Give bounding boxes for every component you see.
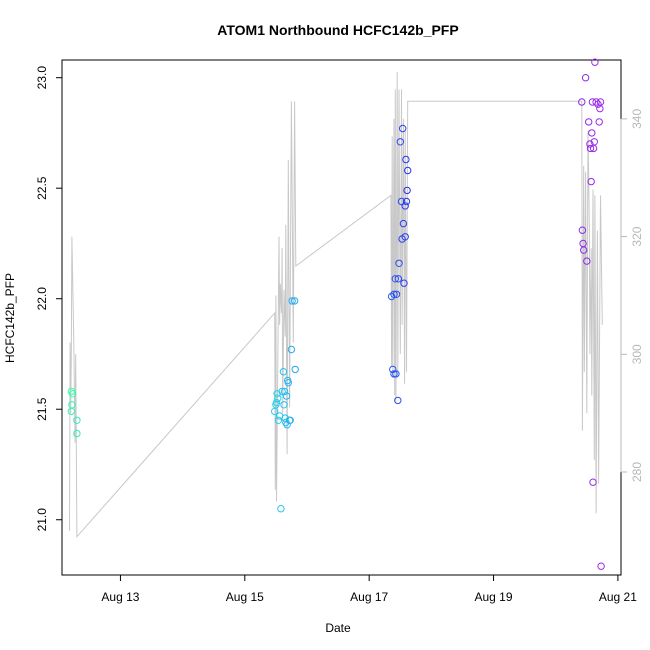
data-point: [591, 58, 599, 66]
data-point: [288, 297, 296, 305]
data-point: [592, 98, 600, 106]
data-point: [68, 390, 77, 398]
data-point: [394, 396, 402, 405]
y-tick-label: 22.0: [35, 287, 49, 311]
x-tick-label: Aug 15: [226, 590, 264, 604]
data-point: [400, 279, 408, 287]
x-axis-label: Date: [325, 621, 351, 635]
y2-tick-label: 320: [630, 226, 644, 246]
data-point: [286, 416, 294, 424]
data-point: [284, 379, 292, 387]
points-layer: [67, 58, 605, 570]
data-point: [585, 118, 593, 126]
data-point: [399, 124, 407, 133]
data-point: [581, 74, 590, 82]
y-tick-label: 21.5: [35, 397, 49, 421]
data-point: [280, 401, 288, 409]
data-point: [280, 387, 289, 396]
data-point: [404, 166, 412, 175]
x-tick-label: Aug 17: [350, 590, 388, 604]
data-point: [583, 257, 591, 265]
data-point: [279, 368, 288, 376]
data-point: [594, 100, 602, 108]
data-point: [587, 177, 595, 186]
y2-tick-label: 340: [630, 109, 644, 129]
data-point: [277, 505, 285, 513]
data-point: [281, 414, 289, 422]
data-point: [73, 416, 81, 424]
x-axis: Aug 13 Aug 15 Aug 17 Aug 19 Aug 21: [101, 574, 637, 604]
data-point: [401, 202, 409, 210]
y2-tick-label: 280: [630, 462, 644, 482]
y-axis: 21.0 21.5 22.0 22.5 23.0: [35, 66, 62, 532]
altitude-series-line: [69, 71, 603, 539]
y2-axis: 280 300 320 340: [620, 109, 644, 482]
data-point: [392, 370, 400, 378]
data-point: [395, 259, 403, 267]
data-point: [402, 155, 410, 164]
y-axis-label: HCFC142b_PFP: [3, 273, 17, 363]
data-point: [401, 233, 409, 241]
data-point: [272, 398, 281, 407]
data-point: [597, 562, 605, 570]
data-point: [387, 292, 396, 301]
altitude-line-layer: [69, 71, 603, 539]
data-point: [403, 186, 411, 195]
data-point: [392, 290, 401, 298]
chart-title: ATOM1 Northbound HCFC142b_PFP: [217, 22, 458, 38]
data-point: [586, 144, 595, 153]
data-point: [67, 407, 76, 416]
x-tick-label: Aug 21: [599, 590, 637, 604]
y2-tick-label: 300: [630, 344, 644, 364]
data-point: [274, 416, 283, 424]
data-point: [586, 140, 594, 148]
data-point: [73, 429, 81, 438]
data-point: [595, 118, 603, 126]
data-point: [402, 197, 411, 206]
data-point: [596, 98, 605, 106]
data-point: [396, 138, 404, 146]
data-point: [390, 290, 398, 298]
y-tick-label: 22.5: [35, 176, 49, 200]
data-point: [274, 394, 282, 402]
data-point: [290, 297, 299, 305]
data-point: [390, 370, 398, 378]
y-tick-label: 23.0: [35, 66, 49, 90]
data-point: [590, 138, 598, 146]
data-point: [589, 478, 597, 486]
data-point: [578, 226, 587, 234]
x-tick-label: Aug 13: [101, 590, 139, 604]
x-tick-label: Aug 19: [475, 590, 513, 604]
data-point: [394, 275, 403, 283]
y-tick-label: 21.0: [35, 508, 49, 532]
data-point: [287, 345, 296, 354]
data-point: [278, 387, 286, 396]
data-point: [391, 275, 399, 283]
data-point: [397, 197, 406, 206]
data-point: [399, 219, 408, 228]
data-point: [588, 129, 596, 137]
data-point: [282, 392, 291, 400]
data-point: [580, 246, 588, 254]
data-point: [578, 98, 586, 106]
plot-frame: [61, 59, 622, 576]
data-point: [291, 365, 299, 374]
